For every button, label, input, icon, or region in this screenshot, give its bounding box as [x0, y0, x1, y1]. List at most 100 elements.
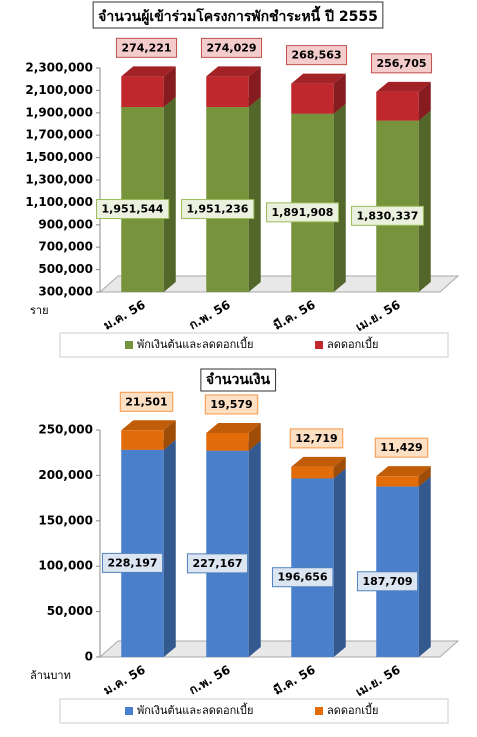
value-label-box: [356, 571, 419, 592]
bar-side: [418, 476, 431, 657]
bar-top: [291, 456, 346, 467]
value-label-box: [271, 567, 334, 588]
value-label: 11,429: [380, 441, 422, 454]
y-tick-label: 100,000: [38, 559, 93, 573]
bar-side: [163, 97, 176, 292]
value-label-box: [204, 394, 259, 415]
y-tick-label: 50,000: [47, 604, 93, 618]
legend-label: ลดดอกเบี้ย: [327, 702, 378, 717]
bar-side: [333, 468, 346, 657]
value-label-box: [266, 202, 339, 223]
value-label: 1,951,236: [187, 203, 249, 216]
x-tick-label: ก.พ. 56: [187, 298, 233, 333]
y-unit: ล้านบาท: [30, 669, 71, 682]
value-label: 196,656: [277, 571, 327, 584]
y-tick-label: 150,000: [38, 513, 93, 527]
value-label: 19,579: [210, 398, 252, 411]
legend-swatch: [125, 341, 133, 349]
chart-title: จำนวนผู้เข้าร่วมโครงการพักชำระหนี้ ปี 25…: [98, 5, 378, 25]
bar-side: [163, 420, 176, 450]
value-label: 12,719: [295, 432, 337, 445]
chart-title-box: [92, 1, 384, 29]
bar-side: [333, 103, 346, 293]
x-tick-label: ก.พ. 56: [187, 663, 233, 698]
value-label-box: [186, 553, 249, 574]
bar-side: [333, 73, 346, 114]
y-tick-label: 700,000: [38, 240, 93, 254]
bar-segment: [376, 476, 419, 487]
value-label: 1,830,337: [357, 209, 419, 222]
value-label-box: [289, 428, 344, 449]
value-label-box: [200, 37, 263, 58]
value-label-box: [370, 53, 433, 74]
bar-segment: [291, 466, 334, 479]
x-tick-label: มี.ค. 56: [271, 663, 318, 698]
legend-label: ลดดอกเบี้ย: [327, 336, 378, 351]
value-label: 268,563: [291, 49, 341, 62]
bar-top: [376, 466, 431, 477]
bar-side: [163, 439, 176, 657]
legend-swatch: [125, 707, 133, 715]
bar-segment: [291, 83, 334, 114]
legend-swatch: [315, 341, 323, 349]
y-tick-label: 0: [85, 650, 93, 664]
value-label: 1,951,544: [102, 203, 164, 216]
y-tick-label: 900,000: [38, 217, 93, 231]
value-label: 1,891,908: [272, 206, 334, 219]
value-label: 227,167: [192, 557, 242, 570]
value-label-box: [285, 45, 348, 66]
y-tick-label: 2,100,000: [25, 83, 93, 97]
value-label: 228,197: [107, 556, 157, 569]
y-tick-label: 500,000: [38, 262, 93, 276]
y-tick-label: 1,300,000: [25, 173, 93, 187]
value-label-box: [119, 391, 174, 412]
legend-label: พักเงินต้นและลดดอกเบี้ย: [137, 336, 253, 351]
y-tick-label: 250,000: [38, 423, 93, 437]
chart-title-box: [200, 368, 277, 392]
bar-side: [418, 110, 431, 292]
x-tick-label: มี.ค. 56: [271, 298, 318, 333]
value-label-box: [101, 552, 164, 573]
value-label: 21,501: [125, 395, 167, 408]
bar-segment: [121, 76, 164, 108]
bar-segment: [376, 91, 419, 121]
bar-segment: [206, 76, 249, 108]
x-tick-label: เม.ย. 56: [353, 663, 402, 700]
bar-side: [163, 66, 176, 108]
y-tick-label: 1,900,000: [25, 105, 93, 119]
bar-side: [248, 66, 261, 108]
bar-side: [248, 97, 261, 292]
bar-side: [418, 466, 431, 487]
y-tick-label: 200,000: [38, 468, 93, 482]
x-tick-label: ม.ค. 56: [101, 298, 148, 333]
value-label-box: [115, 37, 178, 58]
legend-box: [59, 332, 449, 358]
bar-side: [248, 440, 261, 657]
value-label-box: [96, 199, 170, 220]
bar-side: [248, 422, 261, 451]
y-tick-label: 1,100,000: [25, 195, 93, 209]
y-tick-label: 1,700,000: [25, 128, 93, 142]
bar-top: [206, 422, 261, 433]
y-tick-label: 2,300,000: [25, 61, 93, 75]
value-label: 274,029: [206, 41, 256, 54]
chart-title: จำนวนเงิน: [206, 372, 271, 388]
value-label-box: [351, 205, 424, 226]
y-tick-label: 300,000: [38, 285, 93, 299]
bar-segment: [121, 430, 164, 450]
bar-top: [121, 420, 176, 431]
value-label: 187,709: [362, 575, 412, 588]
legend-box: [59, 698, 449, 724]
bar-top: [121, 66, 176, 77]
bar-side: [418, 81, 431, 121]
value-label-box: [181, 199, 255, 220]
bar-segment: [206, 432, 249, 451]
value-label: 274,221: [121, 41, 171, 54]
y-tick-label: 1,500,000: [25, 150, 93, 164]
value-label-box: [374, 437, 429, 458]
bar-top: [206, 66, 261, 77]
x-tick-label: ม.ค. 56: [101, 663, 148, 698]
bar-top: [376, 81, 431, 92]
